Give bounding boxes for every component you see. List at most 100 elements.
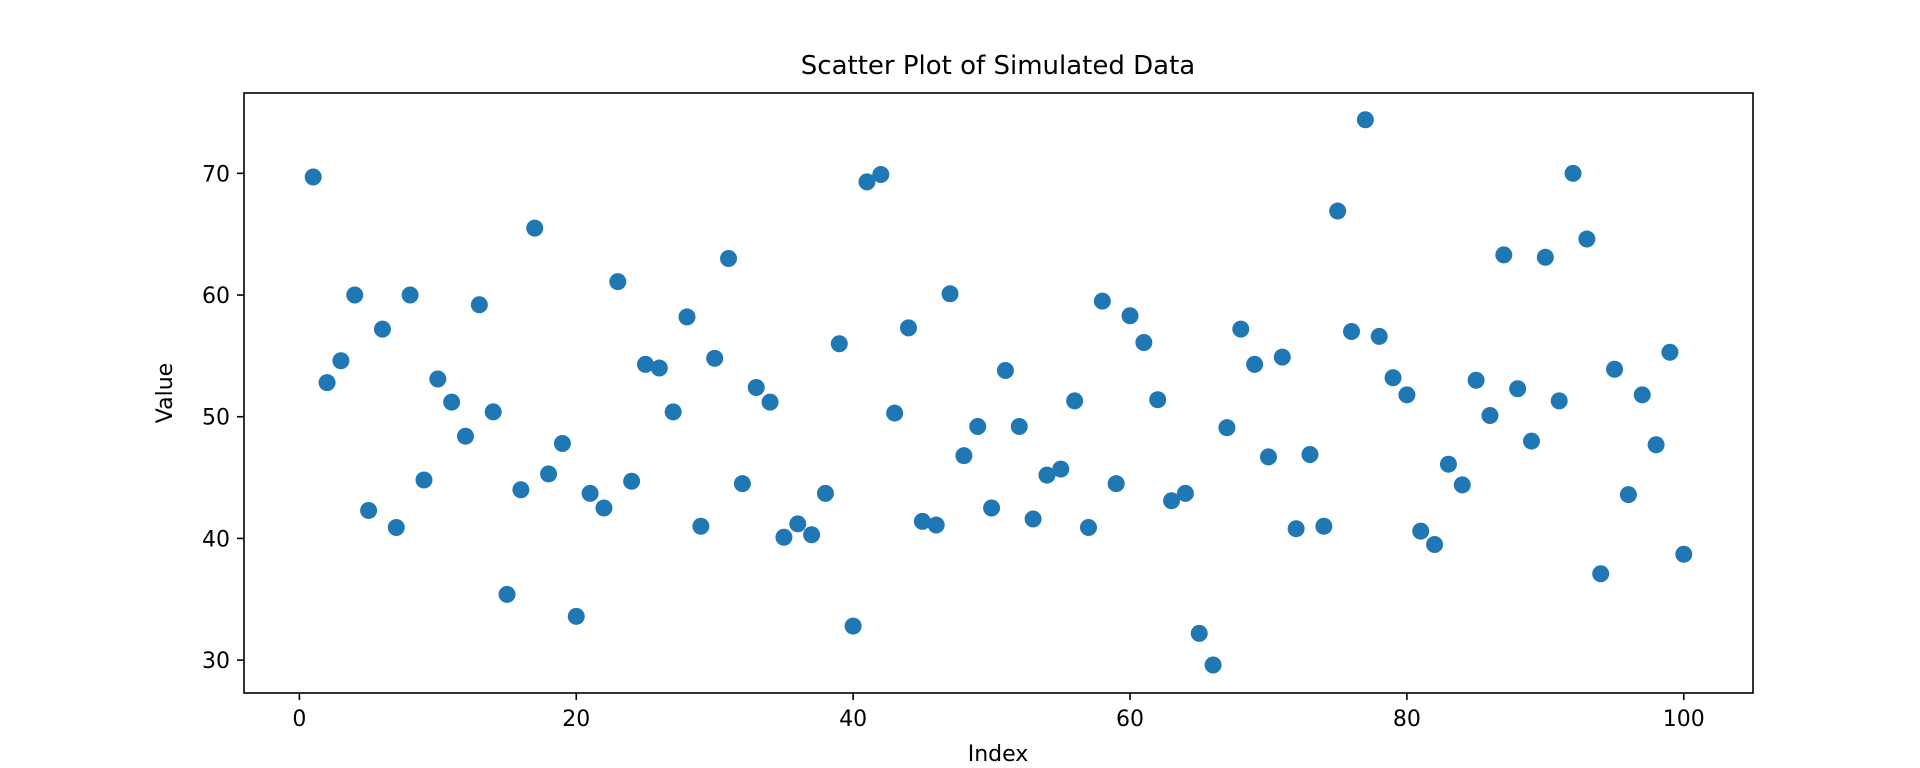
- data-point: [1204, 656, 1222, 674]
- data-point: [553, 435, 571, 453]
- data-point: [360, 501, 378, 519]
- data-point: [900, 319, 918, 337]
- data-point: [609, 273, 627, 291]
- data-point: [664, 403, 682, 421]
- data-point: [1619, 486, 1637, 504]
- data-point: [1149, 391, 1167, 409]
- data-point: [1121, 307, 1139, 325]
- data-point: [470, 296, 488, 314]
- data-point: [844, 617, 862, 635]
- data-point: [1481, 407, 1499, 425]
- data-point: [1315, 517, 1333, 535]
- data-point: [1578, 230, 1596, 248]
- data-point: [830, 335, 848, 353]
- data-point: [387, 518, 405, 536]
- data-point: [567, 607, 585, 625]
- data-point: [457, 427, 475, 445]
- x-tick-label: 20: [562, 707, 590, 732]
- y-tick-label: 70: [202, 162, 230, 187]
- data-point: [1343, 323, 1361, 341]
- data-point: [775, 528, 793, 546]
- data-point: [346, 286, 364, 304]
- data-point: [720, 250, 738, 268]
- data-point: [498, 585, 516, 603]
- data-point: [692, 517, 710, 535]
- data-point: [1259, 448, 1277, 466]
- data-point: [1038, 466, 1056, 484]
- x-tick-label: 40: [839, 707, 867, 732]
- data-point: [816, 484, 834, 502]
- data-point: [1439, 455, 1457, 473]
- data-point: [1550, 392, 1568, 410]
- x-tick-label: 100: [1663, 707, 1705, 732]
- data-point: [443, 393, 461, 411]
- data-point: [581, 484, 599, 502]
- data-point: [1509, 380, 1527, 398]
- data-point: [789, 515, 807, 533]
- data-point: [996, 361, 1014, 379]
- data-point: [595, 499, 613, 517]
- data-point: [1606, 360, 1624, 378]
- data-point: [1647, 436, 1665, 454]
- y-tick-label: 30: [202, 649, 230, 674]
- data-point: [1370, 327, 1388, 345]
- data-point: [429, 370, 447, 388]
- chart-title: Scatter Plot of Simulated Data: [801, 51, 1195, 81]
- data-point: [1190, 624, 1208, 642]
- data-point: [1495, 246, 1513, 264]
- data-point: [1024, 510, 1042, 528]
- data-point: [318, 374, 336, 392]
- data-point: [1176, 484, 1194, 502]
- data-point: [1301, 445, 1319, 463]
- data-point: [1107, 475, 1125, 493]
- y-tick-label: 50: [202, 406, 230, 431]
- y-axis: 30 40 50 60 70: [202, 162, 244, 674]
- data-point: [1232, 320, 1250, 338]
- data-point: [1675, 545, 1693, 563]
- data-point: [623, 472, 641, 490]
- data-point: [1398, 386, 1416, 404]
- data-point: [332, 352, 350, 370]
- plot-area-frame: [243, 92, 1754, 694]
- data-point: [1592, 565, 1610, 583]
- data-point: [304, 168, 322, 186]
- data-point: [636, 355, 654, 373]
- x-tick-label: 80: [1393, 707, 1421, 732]
- data-point: [1218, 419, 1236, 437]
- data-point: [1093, 292, 1111, 310]
- data-point: [927, 516, 945, 534]
- data-point: [1246, 355, 1264, 373]
- x-axis: 0 20 40 60 80 100: [292, 693, 1705, 732]
- data-point: [1010, 417, 1028, 435]
- data-point: [1467, 371, 1485, 389]
- data-point: [415, 471, 433, 489]
- data-point: [706, 349, 724, 367]
- data-point: [913, 512, 931, 530]
- y-tick-label: 40: [202, 527, 230, 552]
- x-tick-label: 0: [292, 707, 306, 732]
- data-point: [1135, 333, 1153, 351]
- data-point: [1661, 343, 1679, 361]
- data-point: [512, 481, 530, 499]
- data-point: [484, 403, 502, 421]
- data-point: [401, 286, 419, 304]
- y-axis-title: Value: [153, 363, 178, 423]
- data-points: [304, 111, 1693, 674]
- data-point: [373, 320, 391, 338]
- data-point: [941, 285, 959, 303]
- data-point: [886, 404, 904, 422]
- data-point: [803, 526, 821, 544]
- data-point: [1066, 392, 1084, 410]
- data-point: [1287, 520, 1305, 538]
- data-point: [983, 499, 1001, 517]
- data-point: [872, 166, 890, 184]
- data-point: [678, 308, 696, 326]
- data-point: [540, 465, 558, 483]
- data-point: [761, 393, 779, 411]
- data-point: [526, 219, 544, 237]
- data-point: [1412, 522, 1430, 540]
- data-point: [1522, 432, 1540, 450]
- data-point: [1079, 518, 1097, 536]
- data-point: [1564, 164, 1582, 182]
